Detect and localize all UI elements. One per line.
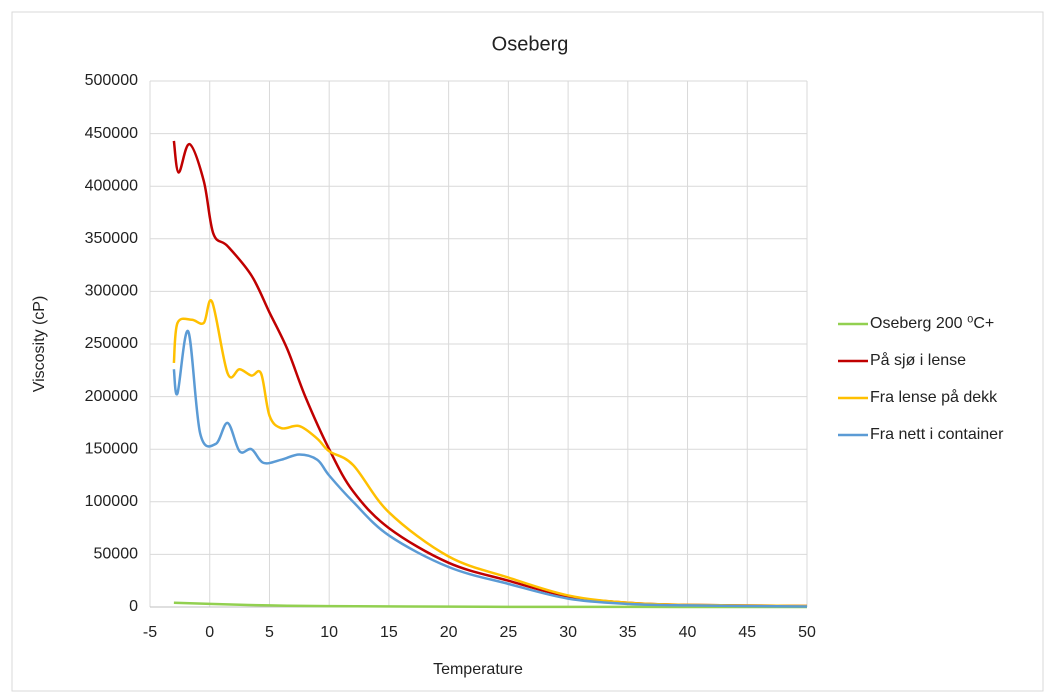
y-tick-label: 50000 <box>94 546 139 563</box>
x-tick-label: 35 <box>619 624 637 641</box>
x-tick-label: 40 <box>679 624 697 641</box>
series-line <box>172 299 808 608</box>
legend-label: Fra lense på dekk <box>870 388 998 406</box>
legend-label: Fra nett i container <box>870 426 1004 443</box>
y-tick-label: 350000 <box>85 230 138 247</box>
y-tick-label: 250000 <box>85 335 138 352</box>
y-tick-label: 200000 <box>85 388 138 405</box>
x-tick-label: 25 <box>499 624 517 641</box>
y-tick-label: 150000 <box>85 440 138 457</box>
y-tick-label: 450000 <box>85 125 138 142</box>
x-tick-label: 50 <box>798 624 816 641</box>
x-tick-label: 20 <box>440 624 458 641</box>
x-tick-label: 10 <box>320 624 338 641</box>
series-line <box>173 601 808 609</box>
x-tick-label: 30 <box>559 624 577 641</box>
x-tick-label: 45 <box>738 624 756 641</box>
x-tick-label: 5 <box>265 624 274 641</box>
x-axis-label: Temperature <box>433 661 523 678</box>
legend-label: Oseberg 200 ⁰C+ <box>870 315 994 332</box>
y-axis-label: Viscosity (cP) <box>31 296 48 393</box>
x-tick-label: 0 <box>205 624 214 641</box>
y-tick-label: 100000 <box>85 493 138 510</box>
y-tick-label: 500000 <box>85 72 138 89</box>
x-tick-label: 15 <box>380 624 398 641</box>
y-tick-label: 0 <box>129 598 138 615</box>
series-line <box>172 330 808 608</box>
y-tick-label: 400000 <box>85 177 138 194</box>
legend-label: På sjø i lense <box>870 351 966 369</box>
chart-title: Oseberg <box>492 33 569 55</box>
x-tick-label: -5 <box>143 624 157 641</box>
y-tick-label: 300000 <box>85 283 138 300</box>
